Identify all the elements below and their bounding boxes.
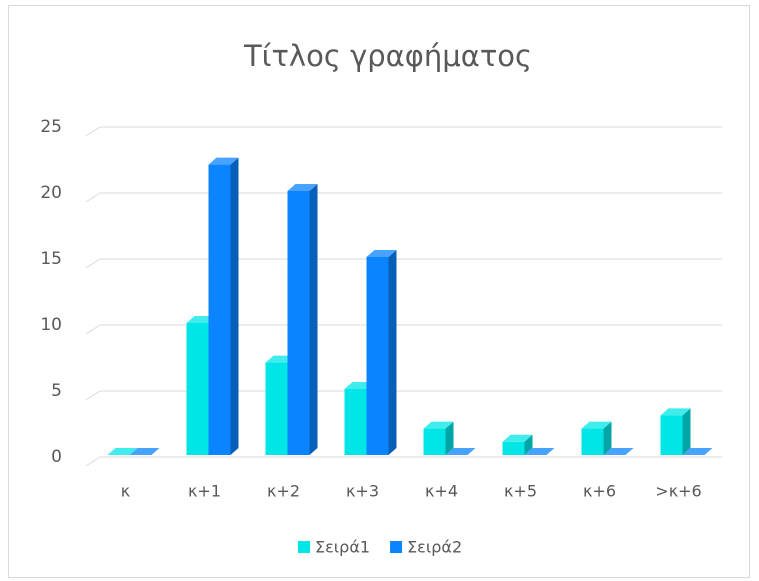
bar-side xyxy=(388,250,397,455)
bar xyxy=(581,421,612,455)
chart-title: Τίτλος γραφήματος xyxy=(243,39,532,73)
legend-swatch xyxy=(298,541,310,553)
y-tick-label: 15 xyxy=(40,249,62,269)
bar xyxy=(603,448,634,455)
grid-line xyxy=(85,192,722,203)
bar-front xyxy=(208,164,231,455)
bar-top xyxy=(423,421,454,429)
bar-front xyxy=(581,428,604,455)
bar xyxy=(502,434,533,455)
bar-side xyxy=(309,184,318,455)
bar xyxy=(423,421,454,455)
bar-side xyxy=(230,157,239,455)
y-tick-label: 0 xyxy=(51,447,62,467)
bar-top xyxy=(660,408,691,416)
legend-label: Σειρά1 xyxy=(315,538,370,557)
x-tick-label: κ+6 xyxy=(583,482,616,501)
bar xyxy=(287,184,318,455)
bar-top xyxy=(445,448,476,455)
bar xyxy=(107,448,138,455)
bar-side xyxy=(603,421,612,455)
bar-top xyxy=(502,434,533,442)
bar-front xyxy=(344,389,367,455)
bar-top xyxy=(524,448,555,455)
x-tick-label: κ+1 xyxy=(188,482,221,501)
bar-front xyxy=(265,362,288,455)
bar-front xyxy=(502,441,525,455)
bar-top xyxy=(208,157,239,165)
bar-top xyxy=(603,448,634,455)
x-tick-label: κ+2 xyxy=(267,482,300,501)
grid-line xyxy=(85,324,722,335)
bar xyxy=(208,157,239,455)
bar-top xyxy=(107,448,138,455)
bar xyxy=(682,448,713,455)
x-tick-label: κ+4 xyxy=(425,482,458,501)
bar-front xyxy=(186,323,209,455)
grid-line xyxy=(85,258,722,269)
x-tick-label: >κ+6 xyxy=(655,482,701,501)
y-tick-label: 10 xyxy=(40,315,62,335)
bar-side xyxy=(682,408,691,455)
bar-top xyxy=(366,250,397,257)
x-tick-label: κ+3 xyxy=(346,482,379,501)
y-tick-label: 20 xyxy=(40,183,62,203)
bar-side xyxy=(445,421,454,455)
grid-line xyxy=(85,456,722,467)
x-tick-label: κ xyxy=(121,482,131,501)
bar-front xyxy=(287,191,310,455)
grid-line xyxy=(85,126,722,137)
grid-line xyxy=(85,390,722,401)
y-tick-label: 5 xyxy=(51,381,62,401)
bar-front xyxy=(660,415,683,455)
bar xyxy=(445,448,476,455)
bar-top xyxy=(287,184,318,191)
bar xyxy=(660,408,691,455)
bar-top xyxy=(682,448,713,455)
bar-top xyxy=(581,421,612,429)
legend-label: Σειρά2 xyxy=(407,538,462,557)
bar xyxy=(366,250,397,455)
bar xyxy=(524,448,555,455)
bar-top xyxy=(129,448,160,455)
bar xyxy=(129,448,160,455)
y-tick-label: 25 xyxy=(40,117,62,137)
bar-front xyxy=(366,257,389,455)
legend-swatch xyxy=(390,541,403,553)
x-tick-label: κ+5 xyxy=(504,482,537,501)
bar-front xyxy=(423,428,446,455)
bar-side xyxy=(524,434,533,455)
